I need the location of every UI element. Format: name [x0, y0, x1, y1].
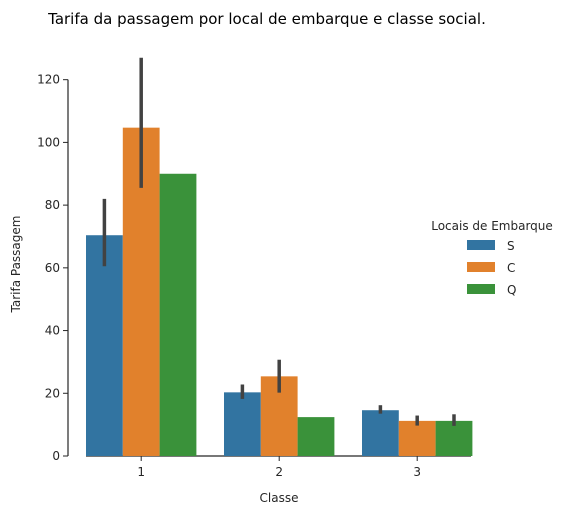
bar-S-3 — [362, 410, 399, 456]
plot-area: 0 20 40 60 80 100 120 1 2 3 — [37, 57, 473, 479]
legend-label-S: S — [507, 239, 515, 253]
y-axis-label: Tarifa Passagem — [9, 216, 23, 314]
bar-Q-3 — [435, 420, 473, 456]
legend-swatch-S — [467, 240, 495, 250]
legend-label-Q: Q — [507, 283, 516, 297]
bar-Q-1 — [159, 173, 197, 456]
legend-label-C: C — [507, 261, 515, 275]
x-tick-label: 2 — [275, 465, 283, 479]
chart-title: Tarifa da passagem por local de embarque… — [47, 10, 486, 28]
legend: Locais de Embarque SCQ — [431, 219, 553, 297]
legend-swatch-C — [467, 262, 495, 272]
legend-swatch-Q — [467, 284, 495, 294]
y-tick-label: 80 — [45, 198, 60, 212]
y-tick-label: 40 — [45, 324, 60, 338]
x-tick-label: 1 — [137, 465, 145, 479]
x-tick-label: 3 — [413, 465, 421, 479]
bar-S-2 — [224, 392, 261, 456]
y-tick-label: 120 — [37, 73, 60, 87]
y-tick-label: 0 — [52, 449, 60, 463]
bar-Q-2 — [297, 417, 335, 456]
x-axis-label: Classe — [260, 491, 299, 505]
bar-S-1 — [86, 235, 123, 456]
y-tick-label: 60 — [45, 261, 60, 275]
bar-C-3 — [398, 420, 436, 456]
y-tick-label: 100 — [37, 135, 60, 149]
y-tick-label: 20 — [45, 386, 60, 400]
legend-title: Locais de Embarque — [431, 219, 553, 233]
